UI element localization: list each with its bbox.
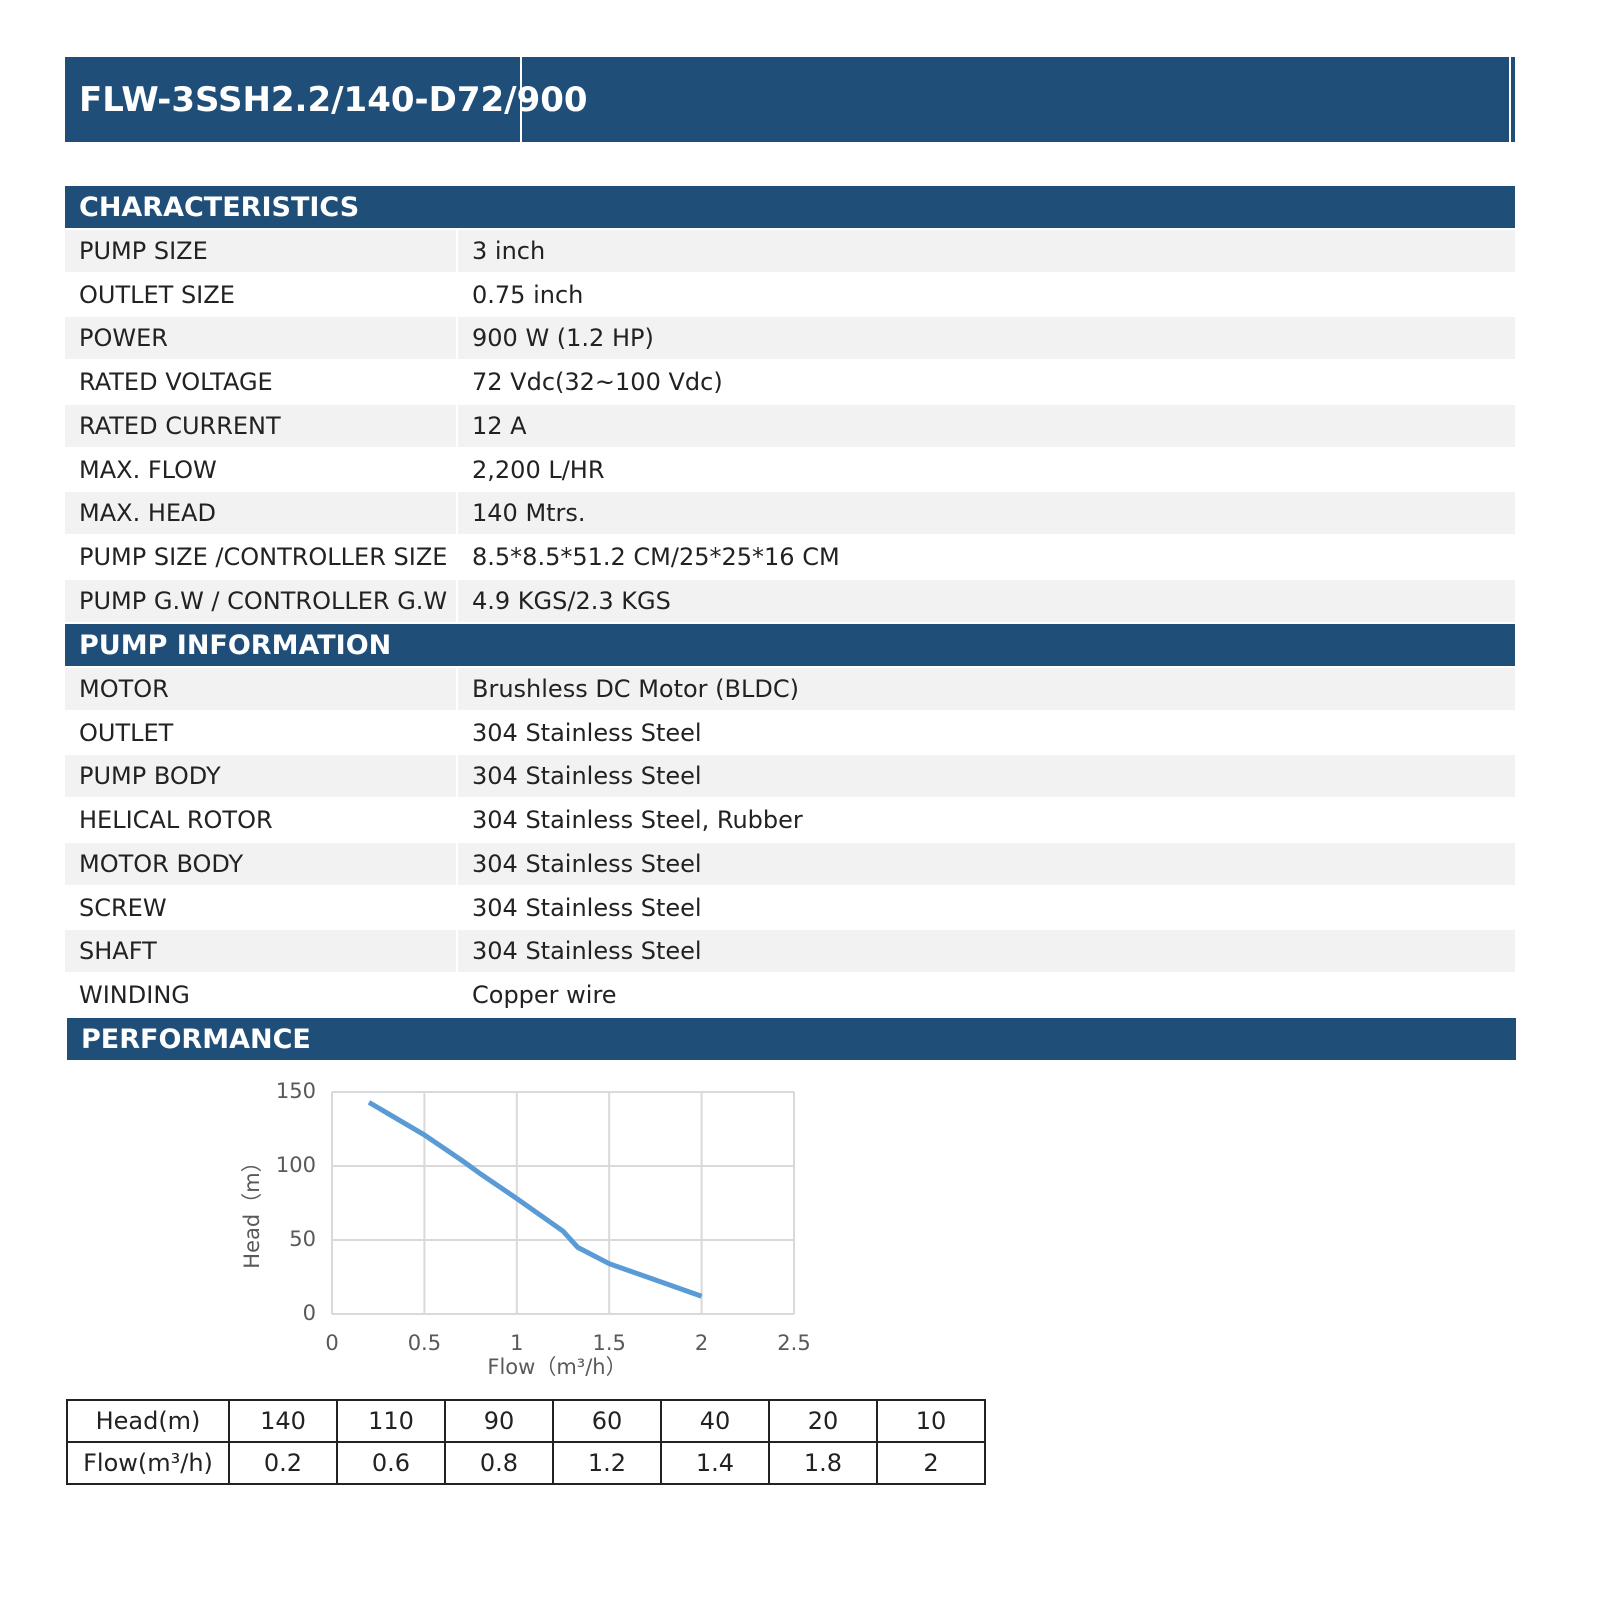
spec-value: 304 Stainless Steel <box>472 937 702 966</box>
x-tick-label: 0.5 <box>408 1331 441 1355</box>
spec-value: 2,200 L/HR <box>472 455 605 484</box>
spec-label: MAX. FLOW <box>65 448 458 491</box>
x-axis-title: Flow（m³/h） <box>487 1355 626 1379</box>
spec-row: MOTOR BODY 304 Stainless Steel <box>65 842 1515 885</box>
x-tick-label: 2.5 <box>777 1331 810 1355</box>
table-cell: 0.8 <box>444 1441 554 1485</box>
table-cell: 2 <box>876 1441 986 1485</box>
row-label: Head(m) <box>66 1399 230 1443</box>
divider <box>520 57 522 142</box>
table-cell: 20 <box>768 1399 878 1443</box>
data-line <box>367 1100 703 1299</box>
section-header: PUMP INFORMATION <box>65 624 1515 666</box>
spec-label: PUMP SIZE /CONTROLLER SIZE <box>65 535 458 578</box>
x-tick-label: 0 <box>325 1331 338 1355</box>
spec-value: 304 Stainless Steel <box>472 718 702 747</box>
spec-row: PUMP SIZE /CONTROLLER SIZE 8.5*8.5*51.2 C… <box>65 535 1515 578</box>
performance-chart: Flow（m³/h） Head（m） 0 50 100 150 0 0.5 1 1.5 2 2.5 <box>240 1079 811 1379</box>
spec-label: SCREW <box>65 886 458 929</box>
spec-label: HELICAL ROTOR <box>65 799 458 842</box>
table-cell: 1.4 <box>660 1441 770 1485</box>
spec-label: PUMP BODY <box>65 755 458 798</box>
table-cell: 1.2 <box>552 1441 662 1485</box>
table-cell: 10 <box>876 1399 986 1443</box>
divider <box>1509 57 1511 142</box>
spec-label: PUMP SIZE <box>65 230 458 272</box>
x-tick-label: 1 <box>510 1331 523 1355</box>
spec-row: OUTLET SIZE 0.75 inch <box>65 273 1515 316</box>
spec-value: 0.75 inch <box>472 280 584 309</box>
spec-label: POWER <box>65 317 458 360</box>
x-tick-label: 2 <box>695 1331 708 1355</box>
row-label: Flow(m³/h) <box>66 1441 230 1485</box>
spec-label: MOTOR <box>65 668 458 710</box>
spec-value: Copper wire <box>472 980 617 1009</box>
header-title: FLW-3SSH2.2/140-D72/900 <box>79 79 588 120</box>
spec-value: 304 Stainless Steel, Rubber <box>472 806 803 835</box>
spec-value: 140 Mtrs. <box>472 499 586 528</box>
spec-label: OUTLET SIZE <box>65 273 458 316</box>
spec-row: MAX. HEAD 140 Mtrs. <box>65 492 1515 535</box>
spec-label: RATED CURRENT <box>65 404 458 447</box>
spec-row: PUMP G.W / CONTROLLER G.W 4.9 KGS/2.3 KGS <box>65 579 1515 622</box>
spec-row: PUMP SIZE 3 inch <box>65 230 1515 272</box>
spec-row: PUMP BODY 304 Stainless Steel <box>65 755 1515 798</box>
header-bar: FLW-3SSH2.2/140-D72/900 <box>65 57 1515 142</box>
spec-label: MAX. HEAD <box>65 492 458 535</box>
spec-value: 12 A <box>472 411 527 440</box>
spec-row: RATED CURRENT 12 A <box>65 404 1515 447</box>
section-header: PERFORMANCE <box>67 1018 1516 1060</box>
table-row: Flow(m³/h) 0.2 0.6 0.8 1.2 1.4 1.8 2 <box>66 1441 986 1485</box>
spec-label: PUMP G.W / CONTROLLER G.W <box>65 579 458 622</box>
table-cell: 1.8 <box>768 1441 878 1485</box>
spec-row: WINDING Copper wire <box>65 973 1515 1016</box>
spec-value: 8.5*8.5*51.2 CM/25*25*16 CM <box>472 542 840 571</box>
spec-label: WINDING <box>65 973 458 1016</box>
table-cell: 60 <box>552 1399 662 1443</box>
x-tick-label: 1.5 <box>592 1331 625 1355</box>
spec-value: Brushless DC Motor (BLDC) <box>472 675 799 703</box>
spec-label: MOTOR BODY <box>65 842 458 885</box>
table-cell: 40 <box>660 1399 770 1443</box>
spec-value: 3 inch <box>472 237 546 265</box>
y-tick-label: 100 <box>276 1153 316 1177</box>
table-cell: 140 <box>228 1399 338 1443</box>
spec-row: MOTOR Brushless DC Motor (BLDC) <box>65 668 1515 710</box>
y-tick-label: 150 <box>276 1079 316 1103</box>
spec-row: OUTLET 304 Stainless Steel <box>65 711 1515 754</box>
spec-label: SHAFT <box>65 930 458 973</box>
spec-label: RATED VOLTAGE <box>65 361 458 404</box>
spec-row: SHAFT 304 Stainless Steel <box>65 930 1515 973</box>
table-cell: 110 <box>336 1399 446 1443</box>
spec-row: POWER 900 W (1.2 HP) <box>65 317 1515 360</box>
spec-row: MAX. FLOW 2,200 L/HR <box>65 448 1515 491</box>
table-cell: 0.6 <box>336 1441 446 1485</box>
spec-label: OUTLET <box>65 711 458 754</box>
performance-table: Head(m) 140 110 90 60 40 20 10 Flow(m³/h) 0.2 0.6 0… <box>66 1399 986 1485</box>
table-cell: 0.2 <box>228 1441 338 1485</box>
y-axis-title: Head（m） <box>240 1151 264 1268</box>
table-row: Head(m) 140 110 90 60 40 20 10 <box>66 1399 986 1443</box>
spec-row: HELICAL ROTOR 304 Stainless Steel, Rubber <box>65 799 1515 842</box>
spec-value: 4.9 KGS/2.3 KGS <box>472 586 671 615</box>
spec-value: 304 Stainless Steel <box>472 893 702 922</box>
spec-row: SCREW 304 Stainless Steel <box>65 886 1515 929</box>
spec-value: 72 Vdc(32~100 Vdc) <box>472 368 723 397</box>
spec-value: 304 Stainless Steel <box>472 849 702 878</box>
spec-row: RATED VOLTAGE 72 Vdc(32~100 Vdc) <box>65 361 1515 404</box>
section-header: CHARACTERISTICS <box>65 186 1515 228</box>
table-cell: 90 <box>444 1399 554 1443</box>
spec-value: 900 W (1.2 HP) <box>472 324 654 353</box>
y-tick-label: 50 <box>289 1227 316 1251</box>
spec-value: 304 Stainless Steel <box>472 762 702 791</box>
y-tick-label: 0 <box>303 1301 316 1325</box>
